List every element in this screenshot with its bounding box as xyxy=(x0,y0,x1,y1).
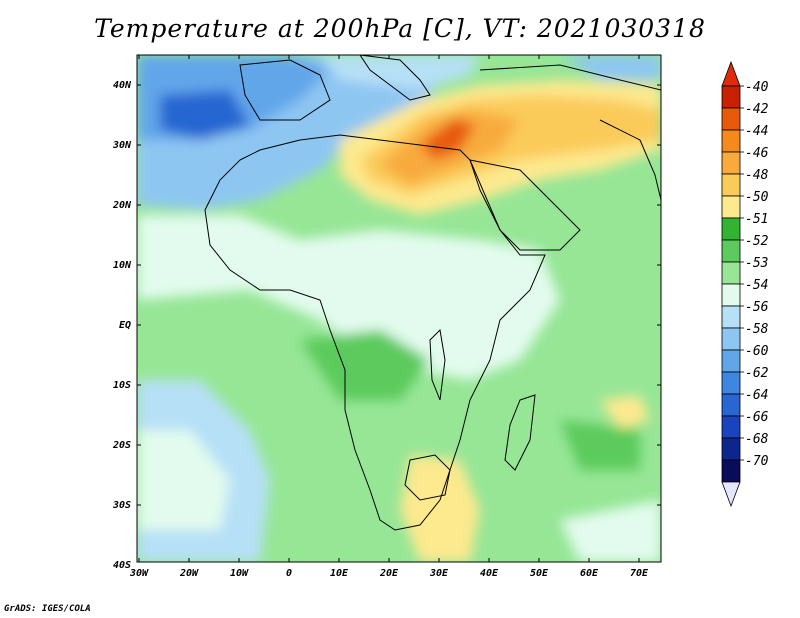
colorbar-label: -40 xyxy=(745,80,769,95)
lat-label-30n: 30N xyxy=(112,140,132,151)
lon-label-60e: 60E xyxy=(580,568,599,579)
lon-label-10e: 10E xyxy=(330,568,349,579)
arabia-outline xyxy=(469,159,581,251)
lon-label-50e: 50E xyxy=(530,568,549,579)
colorbar-swatch xyxy=(721,173,741,197)
colorbar-swatch xyxy=(721,393,741,417)
warmest-core xyxy=(420,118,475,160)
lat-label-30s: 30S xyxy=(112,500,131,511)
colorbar-swatch xyxy=(721,305,741,329)
cold-region-northeast xyxy=(560,55,661,80)
colorbar-swatch xyxy=(721,239,741,263)
colorbar-label: -60 xyxy=(745,344,769,359)
southern-africa-warm xyxy=(400,455,480,562)
lon-label-20w: 20W xyxy=(179,568,199,579)
asia-coast-outline xyxy=(479,64,661,91)
colorbar-swatch xyxy=(721,415,741,439)
colorbar-label: -48 xyxy=(745,168,769,183)
colorbar-label: -58 xyxy=(745,322,769,337)
lat-label-20n: 20N xyxy=(112,200,132,211)
colorbar: -40 -42 -44 -46 -48 -50 -51 -52 -53 -54 -56 -58 -60 -… xyxy=(721,60,769,508)
central-africa-green xyxy=(300,330,430,400)
southern-contour xyxy=(404,454,451,501)
colorbar-label: -53 xyxy=(745,256,768,271)
map-title: Temperature at 200hPa [C], VT: 202103031… xyxy=(94,14,706,43)
colorbar-label: -70 xyxy=(745,454,769,469)
colorbar-label: -44 xyxy=(745,124,768,139)
colorbar-swatch xyxy=(721,85,741,109)
colorbar-swatch xyxy=(721,129,741,153)
colorbar-label: -42 xyxy=(745,102,769,117)
madagascar-outline xyxy=(504,394,536,471)
colorbar-swatch xyxy=(721,371,741,395)
iberia-outline xyxy=(239,59,331,121)
lon-label-20e: 20E xyxy=(379,568,399,579)
lon-label-70e: 70E xyxy=(630,568,649,579)
lat-label-10s: 10S xyxy=(113,380,131,391)
colorbar-swatch xyxy=(721,217,741,241)
lon-label-30w: 30W xyxy=(129,568,149,579)
colorbar-label: -51 xyxy=(745,212,768,227)
colorbar-top-arrow xyxy=(721,60,741,87)
credit-label: GrADS: IGES/COLA xyxy=(4,604,91,614)
colorbar-swatch xyxy=(721,459,741,483)
great-lakes-outline xyxy=(429,328,446,401)
lat-label-40s: 40S xyxy=(113,560,131,571)
lon-label-30e: 30E xyxy=(429,568,449,579)
colorbar-label: -50 xyxy=(745,190,769,205)
lon-label-0: 0 xyxy=(286,568,292,579)
longitude-axis: 30W 20W 10W 0 10E 20E 30E 40E 50E 60E 70E xyxy=(129,55,649,579)
lon-label-10w: 10W xyxy=(230,568,249,579)
lon-label-40e: 40E xyxy=(480,568,499,579)
south-atlantic-pale xyxy=(137,430,230,530)
colorbar-swatch xyxy=(721,151,741,175)
colorbar-swatch xyxy=(721,195,741,219)
temperature-field xyxy=(137,55,661,562)
indian-ocean-warm xyxy=(600,395,650,430)
colorbar-label: -66 xyxy=(745,410,769,425)
lat-label-eq: EQ xyxy=(119,320,131,331)
colorbar-swatch xyxy=(721,349,741,373)
indian-ocean-green xyxy=(560,420,640,470)
colorbar-label: -46 xyxy=(745,146,769,161)
colorbar-label: -64 xyxy=(745,388,768,403)
plot-frame xyxy=(136,54,662,563)
lat-label-10n: 10N xyxy=(113,260,132,271)
cold-region-mediterranean xyxy=(320,55,480,90)
colorbar-swatch xyxy=(721,261,741,285)
colorbar-swatch xyxy=(721,437,741,461)
italy-balkans-outline xyxy=(359,55,431,101)
colorbar-swatch xyxy=(721,283,741,307)
tropical-band xyxy=(137,215,560,380)
colorbar-swatch xyxy=(721,107,741,131)
lat-label-40n: 40N xyxy=(113,80,132,91)
indian-ocean-pale xyxy=(560,500,661,562)
lat-label-20s: 20S xyxy=(112,440,131,451)
latitude-axis: 40N 30N 20N 10N EQ 10S 20S 30S 40S xyxy=(112,80,661,571)
colorbar-swatch xyxy=(721,327,741,351)
coldest-core xyxy=(160,90,250,140)
india-coast-outline xyxy=(599,119,661,201)
colorbar-label: -54 xyxy=(745,278,768,293)
colorbar-bottom-arrow xyxy=(721,481,741,508)
colorbar-label: -56 xyxy=(745,300,769,315)
colorbar-label: -62 xyxy=(745,366,769,381)
colorbar-label: -52 xyxy=(745,234,769,249)
colorbar-label: -68 xyxy=(745,432,769,447)
